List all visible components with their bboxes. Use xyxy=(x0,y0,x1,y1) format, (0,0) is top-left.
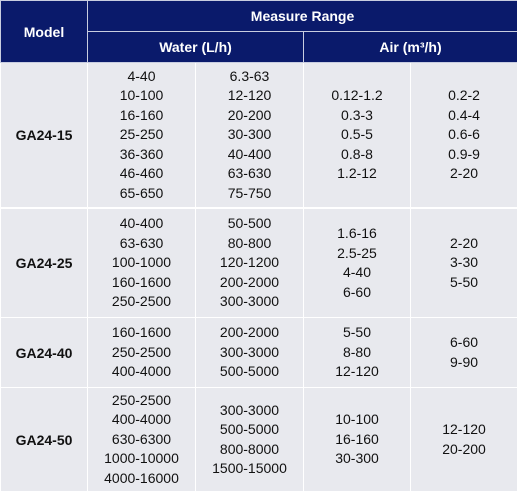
range-value: 16-160 xyxy=(88,106,195,126)
model-cell: GA24-15 xyxy=(1,63,88,209)
range-value: 500-5000 xyxy=(196,420,303,440)
range-value: 0.3-3 xyxy=(304,106,410,126)
range-value: 1.6-16 xyxy=(304,224,410,244)
range-value: 2-20 xyxy=(411,164,517,184)
range-value: 0.8-8 xyxy=(304,145,410,165)
range-value: 0.6-6 xyxy=(411,125,517,145)
range-value: 25-250 xyxy=(88,125,195,145)
range-value: 6-60 xyxy=(304,283,410,303)
model-cell: GA24-50 xyxy=(1,388,88,492)
water-column-header: Water (L/h) xyxy=(88,32,304,63)
range-value: 4-40 xyxy=(88,67,195,87)
range-value: 300-3000 xyxy=(196,343,303,363)
range-value: 400-4000 xyxy=(88,362,195,382)
range-value: 120-1200 xyxy=(196,253,303,273)
range-value: 63-630 xyxy=(88,234,195,254)
range-value: 250-2500 xyxy=(88,292,195,312)
range-value: 20-200 xyxy=(196,106,303,126)
range-value: 250-2500 xyxy=(88,391,195,411)
range-value: 36-360 xyxy=(88,145,195,165)
range-value: 16-160 xyxy=(304,430,410,450)
range-value: 46-460 xyxy=(88,164,195,184)
range-value: 1500-15000 xyxy=(196,459,303,479)
range-value: 250-2500 xyxy=(88,343,195,363)
range-value: 75-750 xyxy=(196,184,303,204)
range-value: 3-30 xyxy=(411,253,517,273)
range-value: 300-3000 xyxy=(196,401,303,421)
range-value: 400-4000 xyxy=(88,410,195,430)
range-value: 30-300 xyxy=(304,449,410,469)
range-value: 65-650 xyxy=(88,184,195,204)
range-value: 0.4-4 xyxy=(411,106,517,126)
range-value: 0.12-1.2 xyxy=(304,86,410,106)
air-column-header: Air (m³/h) xyxy=(304,32,517,63)
range-value: 10-100 xyxy=(88,86,195,106)
range-value: 200-2000 xyxy=(196,273,303,293)
model-column-header: Model xyxy=(1,1,88,63)
range-value: 6-60 xyxy=(411,333,517,353)
range-value: 160-1600 xyxy=(88,323,195,343)
range-value: 1.2-12 xyxy=(304,164,410,184)
measure-range-header: Measure Range xyxy=(88,1,517,32)
range-value: 40-400 xyxy=(88,214,195,234)
range-value: 0.2-2 xyxy=(411,86,517,106)
range-value: 9-90 xyxy=(411,353,517,373)
range-value: 8-80 xyxy=(304,343,410,363)
range-value: 300-3000 xyxy=(196,292,303,312)
range-value: 63-630 xyxy=(196,164,303,184)
model-cell: GA24-25 xyxy=(1,208,88,318)
range-value: 10-100 xyxy=(304,410,410,430)
range-value: 500-5000 xyxy=(196,362,303,382)
range-value: 630-6300 xyxy=(88,430,195,450)
range-value: 12-120 xyxy=(304,362,410,382)
range-value: 30-300 xyxy=(196,125,303,145)
range-value: 2-20 xyxy=(411,234,517,254)
range-value: 5-50 xyxy=(304,323,410,343)
range-value: 4000-16000 xyxy=(88,469,195,489)
model-cell: GA24-40 xyxy=(1,318,88,388)
range-value: 6.3-63 xyxy=(196,67,303,87)
range-value: 800-8000 xyxy=(196,440,303,460)
range-value: 12-120 xyxy=(196,86,303,106)
range-value: 160-1600 xyxy=(88,273,195,293)
range-value: 40-400 xyxy=(196,145,303,165)
range-value: 20-200 xyxy=(411,440,517,460)
range-value: 200-2000 xyxy=(196,323,303,343)
range-value: 50-500 xyxy=(196,214,303,234)
range-value: 12-120 xyxy=(411,420,517,440)
range-value: 0.5-5 xyxy=(304,125,410,145)
range-value: 2.5-25 xyxy=(304,244,410,264)
range-value: 1000-10000 xyxy=(88,449,195,469)
range-value: 5-50 xyxy=(411,273,517,293)
range-value: 100-1000 xyxy=(88,253,195,273)
range-value: 80-800 xyxy=(196,234,303,254)
range-value: 4-40 xyxy=(304,263,410,283)
range-value: 0.9-9 xyxy=(411,145,517,165)
